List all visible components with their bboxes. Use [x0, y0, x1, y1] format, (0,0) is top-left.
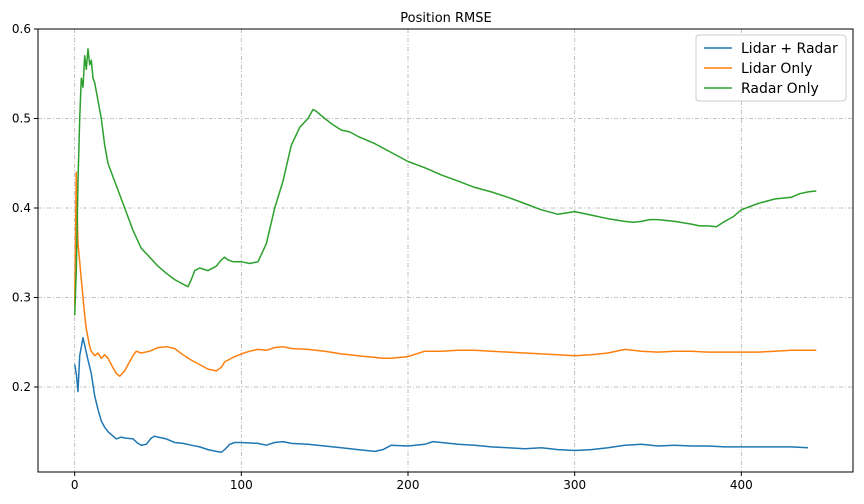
y-tick-label: 0.2	[12, 380, 31, 394]
y-axis-ticks: 0.2 0.3 0.4 0.5 0.6	[12, 22, 38, 394]
grid	[38, 28, 853, 472]
y-tick-label: 0.5	[12, 111, 31, 125]
series-lines	[73, 47, 817, 454]
x-tick-label: 0	[71, 478, 79, 492]
series-line-2	[73, 47, 817, 316]
x-tick-label: 400	[730, 478, 753, 492]
series-line-1	[73, 171, 817, 377]
legend-label-0: Lidar + Radar	[741, 41, 838, 57]
y-tick-label: 0.6	[12, 22, 31, 36]
legend: Lidar + Radar Lidar Only Radar Only	[695, 34, 847, 102]
x-tick-label: 100	[230, 478, 253, 492]
legend-label-2: Radar Only	[741, 81, 819, 97]
legend-box	[695, 34, 847, 102]
plot-frame	[37, 28, 854, 473]
x-tick-label: 200	[397, 478, 420, 492]
x-tick-label: 300	[563, 478, 586, 492]
y-tick-label: 0.4	[12, 201, 31, 215]
legend-label-1: Lidar Only	[741, 61, 812, 77]
series-line-0	[73, 337, 809, 454]
x-axis-ticks: 0 100 200 300 400	[71, 472, 753, 492]
chart-title: Position RMSE	[400, 11, 491, 26]
y-tick-label: 0.3	[12, 290, 31, 304]
